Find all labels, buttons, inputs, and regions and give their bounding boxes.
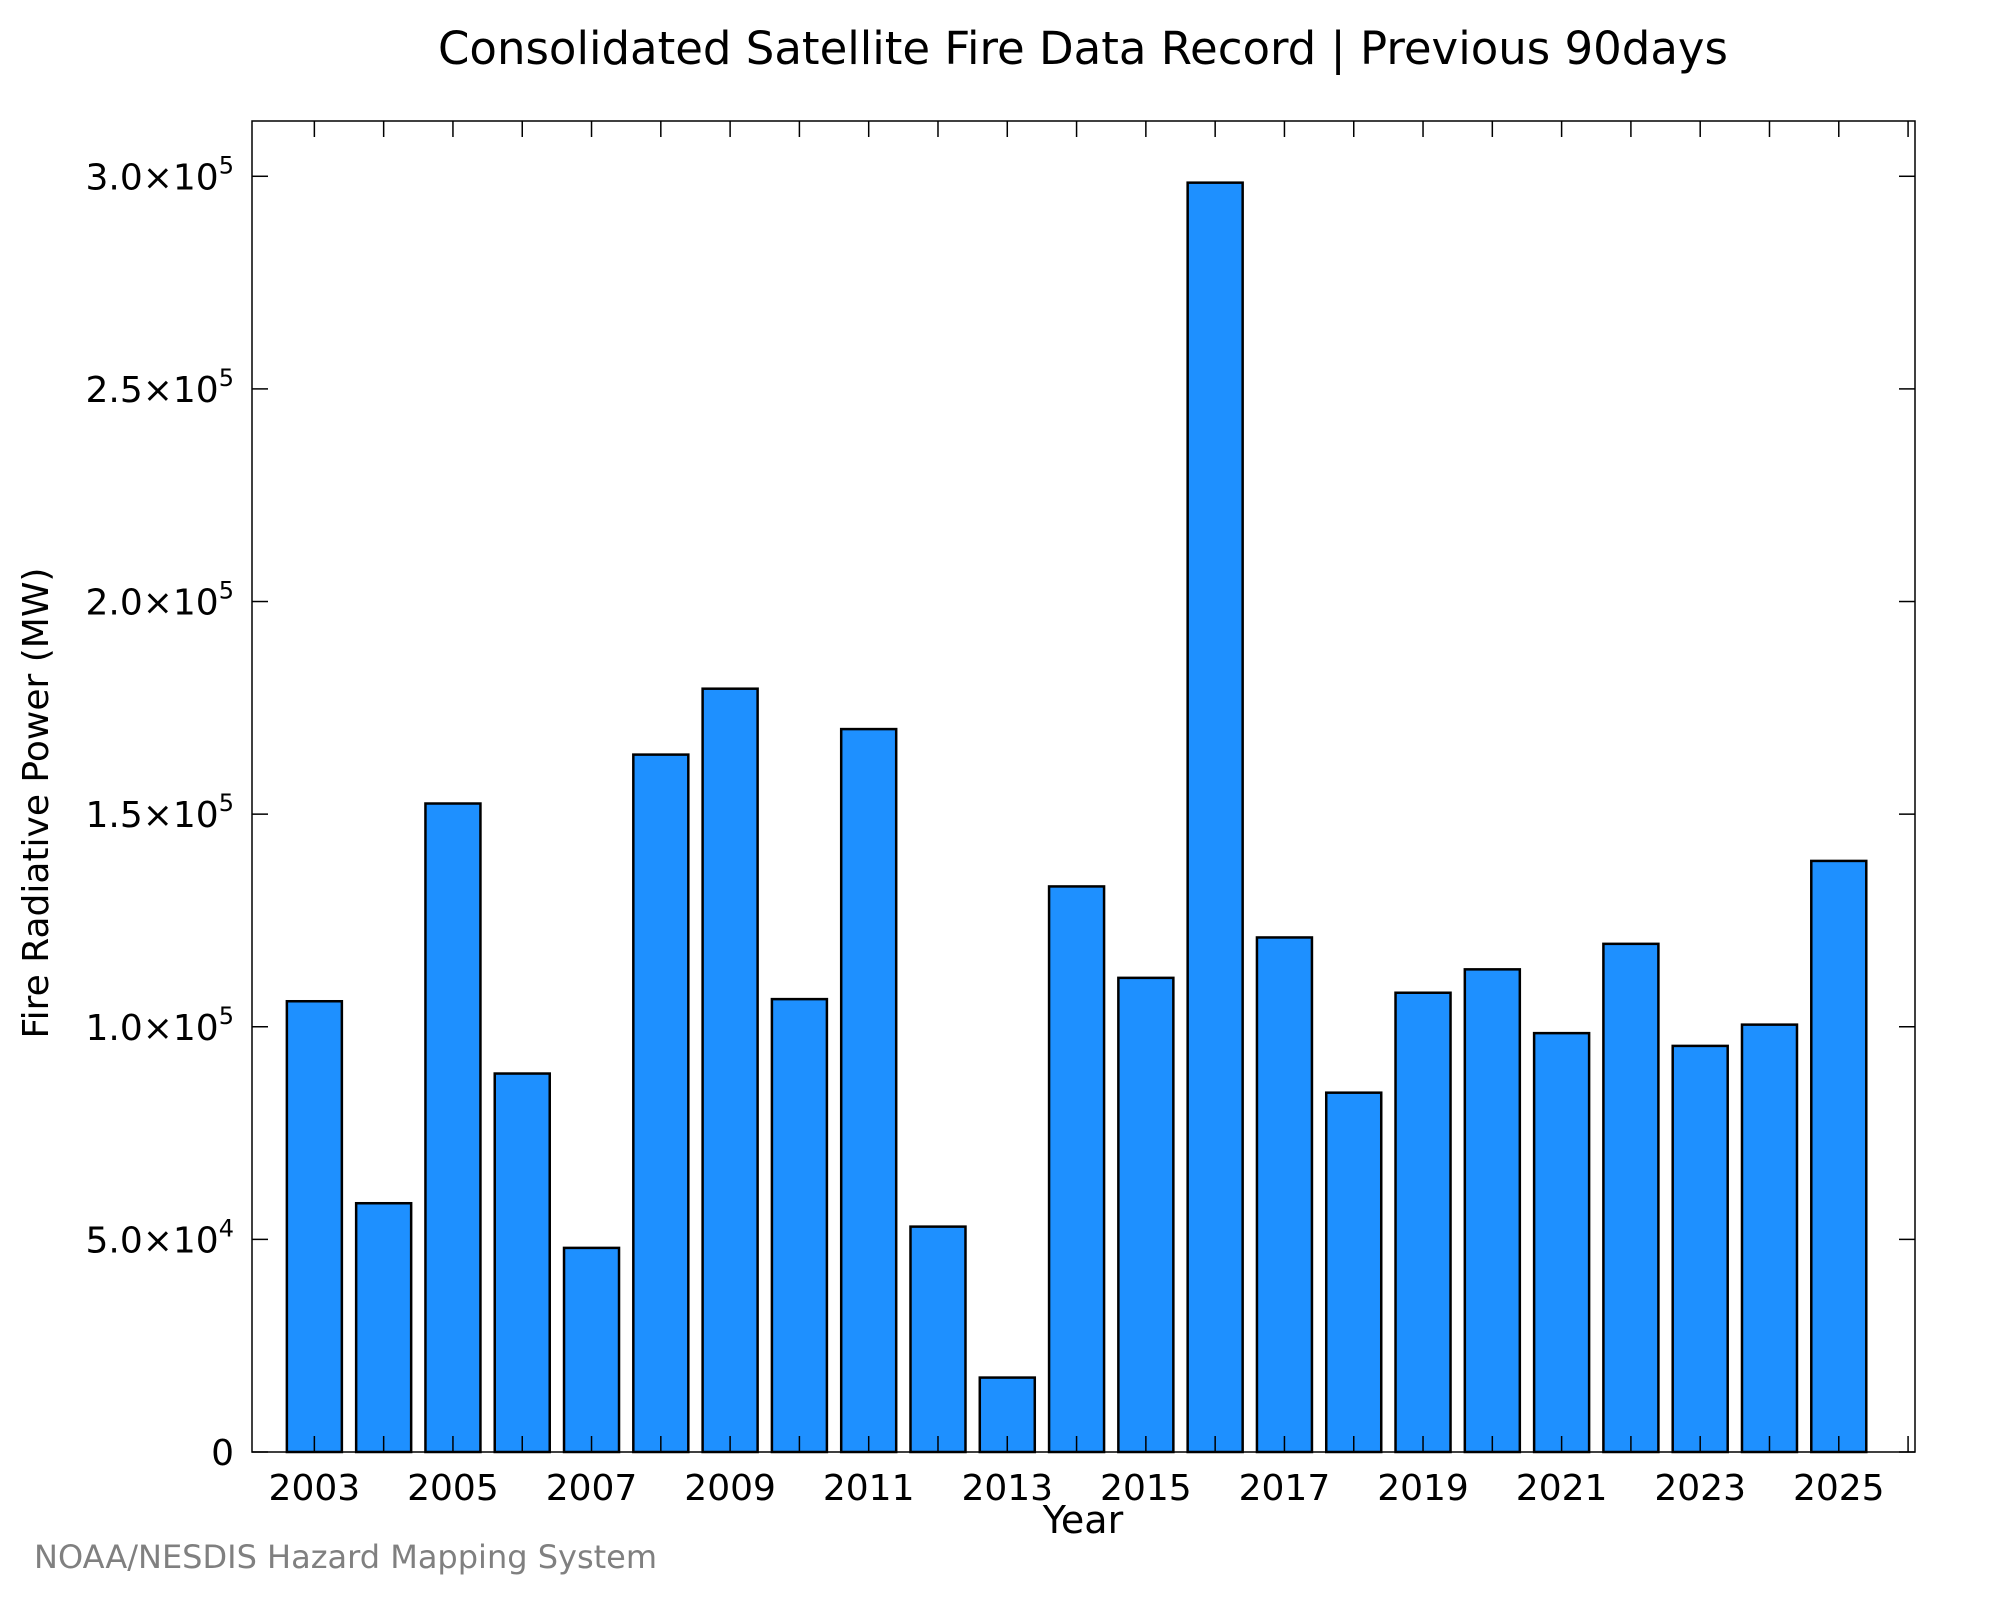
source-credit: NOAA/NESDIS Hazard Mapping System bbox=[34, 1538, 658, 1576]
bar-2006 bbox=[493, 1072, 551, 1454]
y-tick-label: 5.0×104 bbox=[85, 1214, 234, 1261]
bar-2016 bbox=[1186, 181, 1244, 1454]
y-tick-label: 1.5×105 bbox=[85, 789, 234, 836]
x-tick-label: 2009 bbox=[684, 1468, 776, 1509]
x-tick-label: 2025 bbox=[1793, 1468, 1885, 1509]
bar-2025 bbox=[1810, 859, 1868, 1454]
y-tick-label: 2.0×105 bbox=[85, 577, 234, 624]
y-tick-label: 2.5×105 bbox=[85, 364, 234, 411]
bar-2021 bbox=[1532, 1031, 1591, 1454]
ticks-group bbox=[252, 121, 1915, 1453]
y-tick-label: 1.0×105 bbox=[85, 1002, 234, 1049]
x-tick-label: 2017 bbox=[1239, 1468, 1331, 1509]
y-tick-label: 0 bbox=[211, 1433, 234, 1474]
bar-2004 bbox=[354, 1201, 413, 1454]
bar-2009 bbox=[701, 687, 759, 1454]
bar-2024 bbox=[1740, 1023, 1799, 1454]
bar-2011 bbox=[839, 727, 898, 1454]
bar-2010 bbox=[770, 997, 829, 1454]
bar-2018 bbox=[1324, 1091, 1383, 1454]
x-tick-label: 2011 bbox=[823, 1468, 915, 1509]
x-tick-label: 2021 bbox=[1516, 1468, 1608, 1509]
x-tick-label: 2003 bbox=[269, 1468, 361, 1509]
x-tick-label: 2013 bbox=[961, 1468, 1053, 1509]
x-tick-label: 2015 bbox=[1100, 1468, 1192, 1509]
y-tick-label: 3.0×105 bbox=[85, 151, 234, 198]
bar-2003 bbox=[285, 999, 344, 1454]
y-axis-label: Fire Radiative Power (MW) bbox=[16, 568, 57, 1039]
plot-frame bbox=[251, 120, 1916, 1453]
x-tick-labels: 2003 2005 2007 2009 2011 2013 2015 2017 2019 2021… bbox=[269, 1468, 1885, 1509]
x-tick-label: 2005 bbox=[407, 1468, 499, 1509]
bar-2005 bbox=[424, 802, 482, 1454]
bars-group bbox=[285, 181, 1868, 1454]
x-tick-label: 2007 bbox=[546, 1468, 638, 1509]
x-axis-label: Year bbox=[1042, 1498, 1124, 1542]
bar-2022 bbox=[1602, 942, 1660, 1454]
x-tick-label: 2019 bbox=[1377, 1468, 1469, 1509]
bar-2023 bbox=[1671, 1044, 1729, 1454]
chart-title: Consolidated Satellite Fire Data Record … bbox=[438, 22, 1728, 75]
y-tick-labels: 0 5.0×104 1.0×105 1.5×105 2.0×105 2.5×105 3.0×… bbox=[85, 151, 234, 1474]
bar-2015 bbox=[1117, 976, 1175, 1454]
x-tick-label: 2023 bbox=[1654, 1468, 1746, 1509]
bar-2007 bbox=[562, 1246, 621, 1454]
bar-2019 bbox=[1394, 991, 1452, 1454]
bar-2017 bbox=[1255, 936, 1314, 1454]
bar-2012 bbox=[909, 1225, 967, 1454]
bar-2008 bbox=[632, 753, 690, 1454]
bar-2020 bbox=[1463, 968, 1522, 1454]
bar-2014 bbox=[1047, 885, 1106, 1454]
